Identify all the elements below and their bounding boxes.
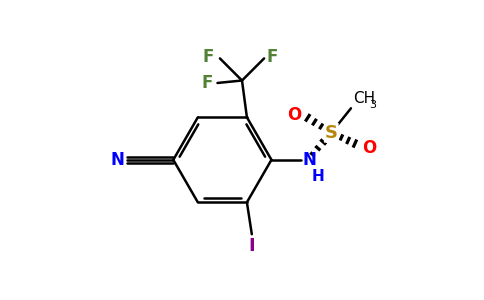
Text: 3: 3	[370, 100, 377, 110]
Text: F: F	[201, 74, 212, 92]
Text: CH: CH	[353, 91, 376, 106]
Text: H: H	[312, 169, 324, 184]
Text: N: N	[302, 151, 316, 169]
Text: O: O	[287, 106, 302, 124]
Text: O: O	[362, 139, 377, 157]
Text: S: S	[325, 124, 338, 142]
Text: N: N	[110, 151, 124, 169]
Text: I: I	[248, 237, 255, 255]
Text: F: F	[267, 48, 278, 66]
Text: F: F	[203, 48, 214, 66]
